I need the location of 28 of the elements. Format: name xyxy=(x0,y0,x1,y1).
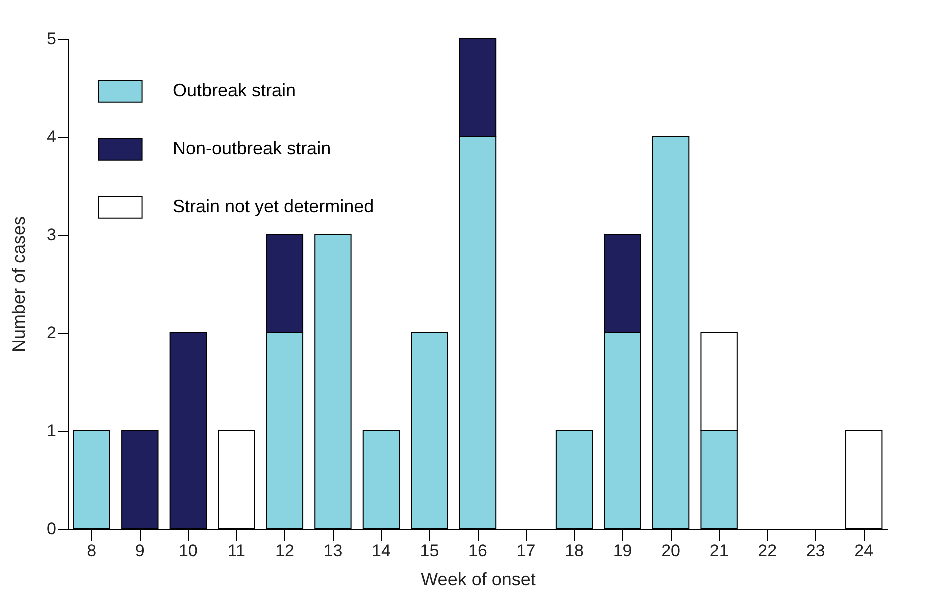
x-tick-label: 17 xyxy=(516,542,536,560)
legend-label: Strain not yet determined xyxy=(173,196,374,216)
x-tick-label: 19 xyxy=(613,542,632,560)
x-tick-label: 9 xyxy=(135,542,145,560)
x-tick-label: 12 xyxy=(275,542,294,560)
x-tick-label: 13 xyxy=(324,542,343,560)
x-tick-label: 11 xyxy=(228,542,246,560)
x-tick-label: 22 xyxy=(758,542,778,560)
x-tick-label: 15 xyxy=(420,542,440,560)
y-tick-label: 2 xyxy=(47,324,56,342)
x-tick-label: 24 xyxy=(854,542,874,560)
y-tick-label: 5 xyxy=(47,30,56,48)
x-tick-label: 20 xyxy=(662,542,681,560)
legend-label: Non-outbreak strain xyxy=(173,138,332,158)
x-tick-label: 10 xyxy=(178,542,198,560)
x-tick-label: 8 xyxy=(87,542,97,560)
x-tick-label: 14 xyxy=(372,542,391,560)
y-axis-title: Number of cases xyxy=(9,216,30,353)
y-tick-label: 3 xyxy=(47,226,56,244)
y-tick-label: 4 xyxy=(47,128,56,146)
x-axis-title: Week of onset xyxy=(421,570,536,590)
x-tick-label: 16 xyxy=(468,542,488,560)
x-tick-label: 23 xyxy=(806,542,826,560)
legend-label: Outbreak strain xyxy=(173,80,296,100)
x-tick-label: 21 xyxy=(710,542,729,560)
y-tick-label: 1 xyxy=(47,422,56,440)
y-tick-label: 0 xyxy=(47,520,56,538)
x-tick-label: 18 xyxy=(565,542,584,560)
